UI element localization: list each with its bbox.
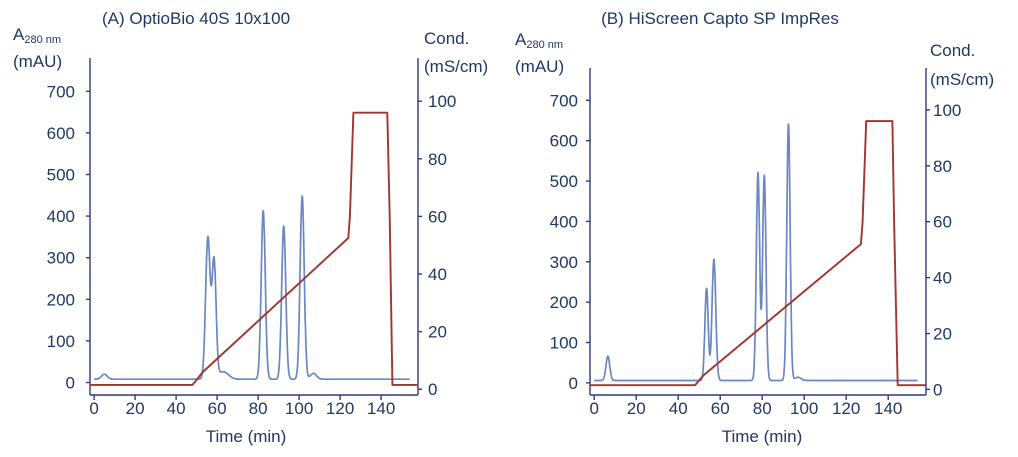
chart-a-y2-tick-label: 20 — [428, 323, 447, 342]
chart-a-y-label-main: A — [13, 25, 25, 44]
chart-b-x-tick-label: 100 — [790, 399, 818, 418]
chart-a-y2-tick-label: 60 — [428, 207, 447, 226]
chart-b-y-tick-label: 500 — [550, 172, 578, 191]
chart-b-y2-label-line1: Cond. — [930, 41, 975, 60]
chart-b-y2-tick-label: 0 — [933, 380, 942, 399]
chart-a-x-tick-label: 140 — [367, 399, 395, 418]
chart-b-y-units: (mAU) — [515, 57, 564, 76]
chart-b-x-tick-label: 40 — [669, 399, 688, 418]
chart-b-y-label-sub: 280 nm — [526, 39, 563, 51]
chart-b-y-tick-label: 600 — [550, 132, 578, 151]
chart-a-y-tick-label: 500 — [47, 165, 75, 184]
chart-b-y2-tick-label: 80 — [933, 157, 952, 176]
chart-a-y-units: (mAU) — [13, 52, 62, 71]
chart-a-a280-series-line — [93, 195, 411, 381]
chart-a-y2-tick-label: 100 — [428, 92, 456, 111]
chart-b-x-label: Time (min) — [722, 427, 803, 446]
chart-b-y2-tick-label: 60 — [933, 213, 952, 232]
chart-a-x-tick-label: 20 — [126, 399, 145, 418]
chart-b-y2-tick-label: 40 — [933, 269, 952, 288]
chart-a-plot-area: 0 20 40 60 80 100 120 1400100200300400500600700… — [47, 58, 456, 418]
chart-a-y-label-sub: 280 nm — [24, 34, 61, 46]
chart-b-y2-tick-label: 100 — [933, 101, 961, 120]
chart-b-y-tick-label: 100 — [550, 334, 578, 353]
chart-a-y-tick-label: 200 — [47, 290, 75, 309]
chart-a-conductivity-series-line — [90, 111, 418, 386]
chart-a-y-tick-label: 400 — [47, 207, 75, 226]
chart-a-y-tick-label: 100 — [47, 332, 75, 351]
chart-b-y-tick-label: 200 — [550, 293, 578, 312]
chart-b-y-label: A280 nm — [515, 30, 563, 51]
chart-a-y2-label-line1: Cond. — [424, 29, 469, 48]
chart-panel-b: (B) HiScreen Capto SP ImpRes A280 nm (mA… — [515, 9, 994, 446]
chart-a-y2-tick-label: 40 — [428, 265, 447, 284]
chart-a-x-tick-label: 80 — [249, 399, 268, 418]
chart-a-x-tick-label: 120 — [326, 399, 354, 418]
chart-a-y2-label-line2: (mS/cm) — [424, 57, 488, 76]
chart-b-x-tick-label: 0 — [589, 399, 598, 418]
chart-b-y-tick-label: 300 — [550, 253, 578, 272]
chart-a-y-tick-label: 300 — [47, 249, 75, 268]
chart-b-y2-label-line2: (mS/cm) — [930, 70, 994, 89]
chart-b-plot-area: 0 20 40 60 80 100 120 1400100200300400500600700… — [550, 68, 961, 418]
chart-b-y-tick-label: 0 — [569, 374, 578, 393]
chart-b-y-tick-label: 400 — [550, 212, 578, 231]
chart-b-y-tick-label: 700 — [550, 91, 578, 110]
chart-a-title: (A) OptioBio 40S 10x100 — [102, 9, 290, 28]
chart-a-x-tick-label: 100 — [285, 399, 313, 418]
chart-b-x-tick-label: 20 — [627, 399, 646, 418]
chart-a-y-tick-label: 0 — [66, 374, 75, 393]
chart-a-x-tick-label: 40 — [167, 399, 186, 418]
chart-b-a280-series-line — [593, 123, 919, 382]
chart-a-y-tick-label: 700 — [47, 82, 75, 101]
chart-a-x-tick-label: 0 — [89, 399, 98, 418]
chart-b-x-tick-label: 80 — [753, 399, 772, 418]
chart-b-y-label-main: A — [515, 30, 527, 49]
chart-a-y-label: A280 nm — [13, 25, 61, 46]
chart-panel-a: (A) OptioBio 40S 10x100 A280 nm (mAU) Co… — [13, 9, 488, 446]
chart-b-title: (B) HiScreen Capto SP ImpRes — [601, 9, 839, 28]
chart-b-conductivity-series-line — [590, 120, 926, 387]
chart-a-x-label: Time (min) — [206, 427, 287, 446]
chart-b-y2-tick-label: 20 — [933, 325, 952, 344]
chart-a-y2-tick-label: 80 — [428, 150, 447, 169]
chart-a-y2-tick-label: 0 — [428, 380, 437, 399]
chart-b-x-tick-label: 60 — [711, 399, 730, 418]
chart-a-y-tick-label: 600 — [47, 124, 75, 143]
chart-b-x-tick-label: 120 — [832, 399, 860, 418]
chart-b-x-tick-label: 140 — [874, 399, 902, 418]
chart-a-x-tick-label: 60 — [208, 399, 227, 418]
